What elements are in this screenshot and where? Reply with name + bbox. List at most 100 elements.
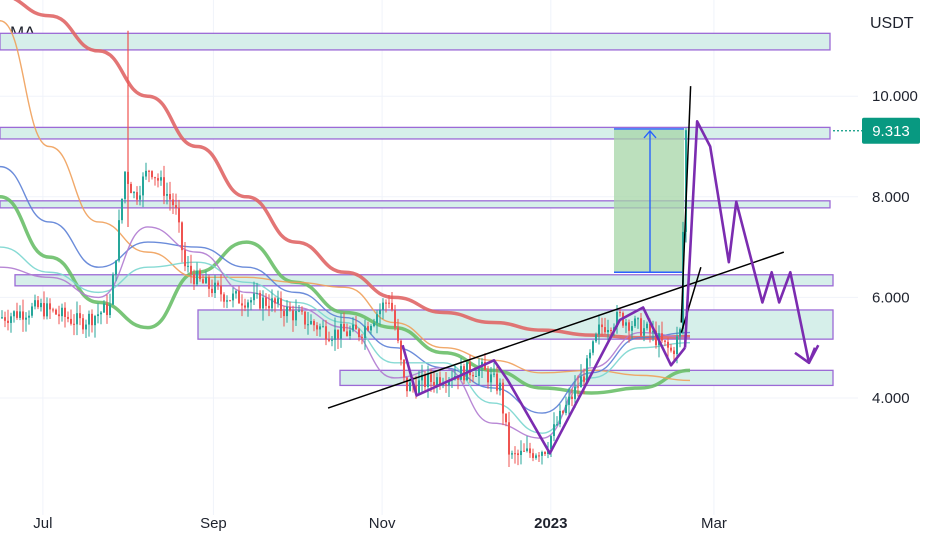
candle-body [40,303,42,308]
candle-body [484,361,486,370]
candle-body [136,192,138,200]
candle-body [406,377,408,392]
candle-body [370,325,372,331]
candle-body [553,424,555,437]
candle-body [253,293,255,301]
zone-2 [0,200,831,209]
ma-line-ma_blue [0,165,691,414]
candle-body [31,306,33,316]
candle-body [292,310,294,321]
candle-body [670,347,672,351]
candle-body [676,336,678,355]
candle-body [592,341,594,353]
candle-body [208,277,210,289]
candle-body [643,328,645,336]
candle-body [601,324,603,328]
candle-body [250,300,252,303]
candle-body [496,373,498,391]
candle-body [349,330,351,336]
candle-body [91,313,93,326]
trendlines [327,86,785,409]
candle-body [22,311,24,320]
candle-body [664,340,666,342]
candle-body [358,329,360,338]
candle-body [583,376,585,382]
candle-body [181,222,183,251]
candle-body [211,288,213,294]
candle-body [157,178,159,181]
candle-body [4,317,6,321]
candle-body [319,326,321,330]
candle-body [490,374,492,383]
currency-label: USDT [870,15,914,32]
candle-body [610,330,612,332]
candle-body [568,396,570,405]
candle-body [325,326,327,340]
candle-body [640,318,642,336]
candle-body [244,305,246,308]
candle-body [46,303,48,317]
pattern-path [401,306,687,455]
candle-body [331,339,333,341]
candle-body [175,205,177,208]
candle-body [493,373,495,375]
candle-body [313,321,315,326]
target-box [614,128,684,273]
candle-body [79,313,81,319]
candle-body [661,333,663,341]
candle-body [97,314,99,317]
candle-body [289,306,291,311]
candle-body [445,384,447,386]
candle-body [226,300,228,302]
candle-body [139,195,141,200]
candle-body [277,298,279,304]
y-tick-label: 10.000 [872,88,918,105]
candle-body [355,324,357,330]
candle-body [229,300,231,302]
trendline-1 [680,267,702,333]
zone-3 [14,274,834,287]
candle-body [130,183,132,194]
candle-body [70,318,72,324]
candle-body [124,171,126,199]
candle-body [196,270,198,285]
candle-body [10,316,12,323]
candle-body [538,455,540,457]
projection-path [683,120,820,365]
candle-body [88,313,90,325]
candle-body [280,298,282,311]
candle-body [322,326,324,328]
candle-body [391,302,393,311]
candle-body [268,305,270,309]
candle-body [274,298,276,304]
candle-body [421,374,423,381]
candle-body [265,297,267,306]
candle-body [307,324,309,326]
candle-body [448,380,450,386]
candle-body [418,380,420,394]
candle-body [178,207,180,223]
candle-body [673,350,675,355]
candle-body [637,318,639,320]
candle-body [604,327,606,333]
candle-body [340,323,342,339]
candle-body [109,304,111,316]
candle-body [217,282,219,286]
ma-line-ma_teal [0,246,691,434]
moving-averages [0,0,691,439]
candle-body [199,270,201,280]
candle-body [424,374,426,387]
x-tick-label: Mar [701,515,727,532]
zone-0 [0,32,831,51]
candle-body [259,292,261,309]
candle-body [67,316,69,319]
candle-body [94,316,96,326]
candle-body [262,297,264,309]
candle-body [184,250,186,267]
candle-body [64,307,66,317]
candle-body [580,376,582,388]
candle-body [148,170,150,172]
candle-body [472,375,474,377]
candle-body [478,366,480,376]
